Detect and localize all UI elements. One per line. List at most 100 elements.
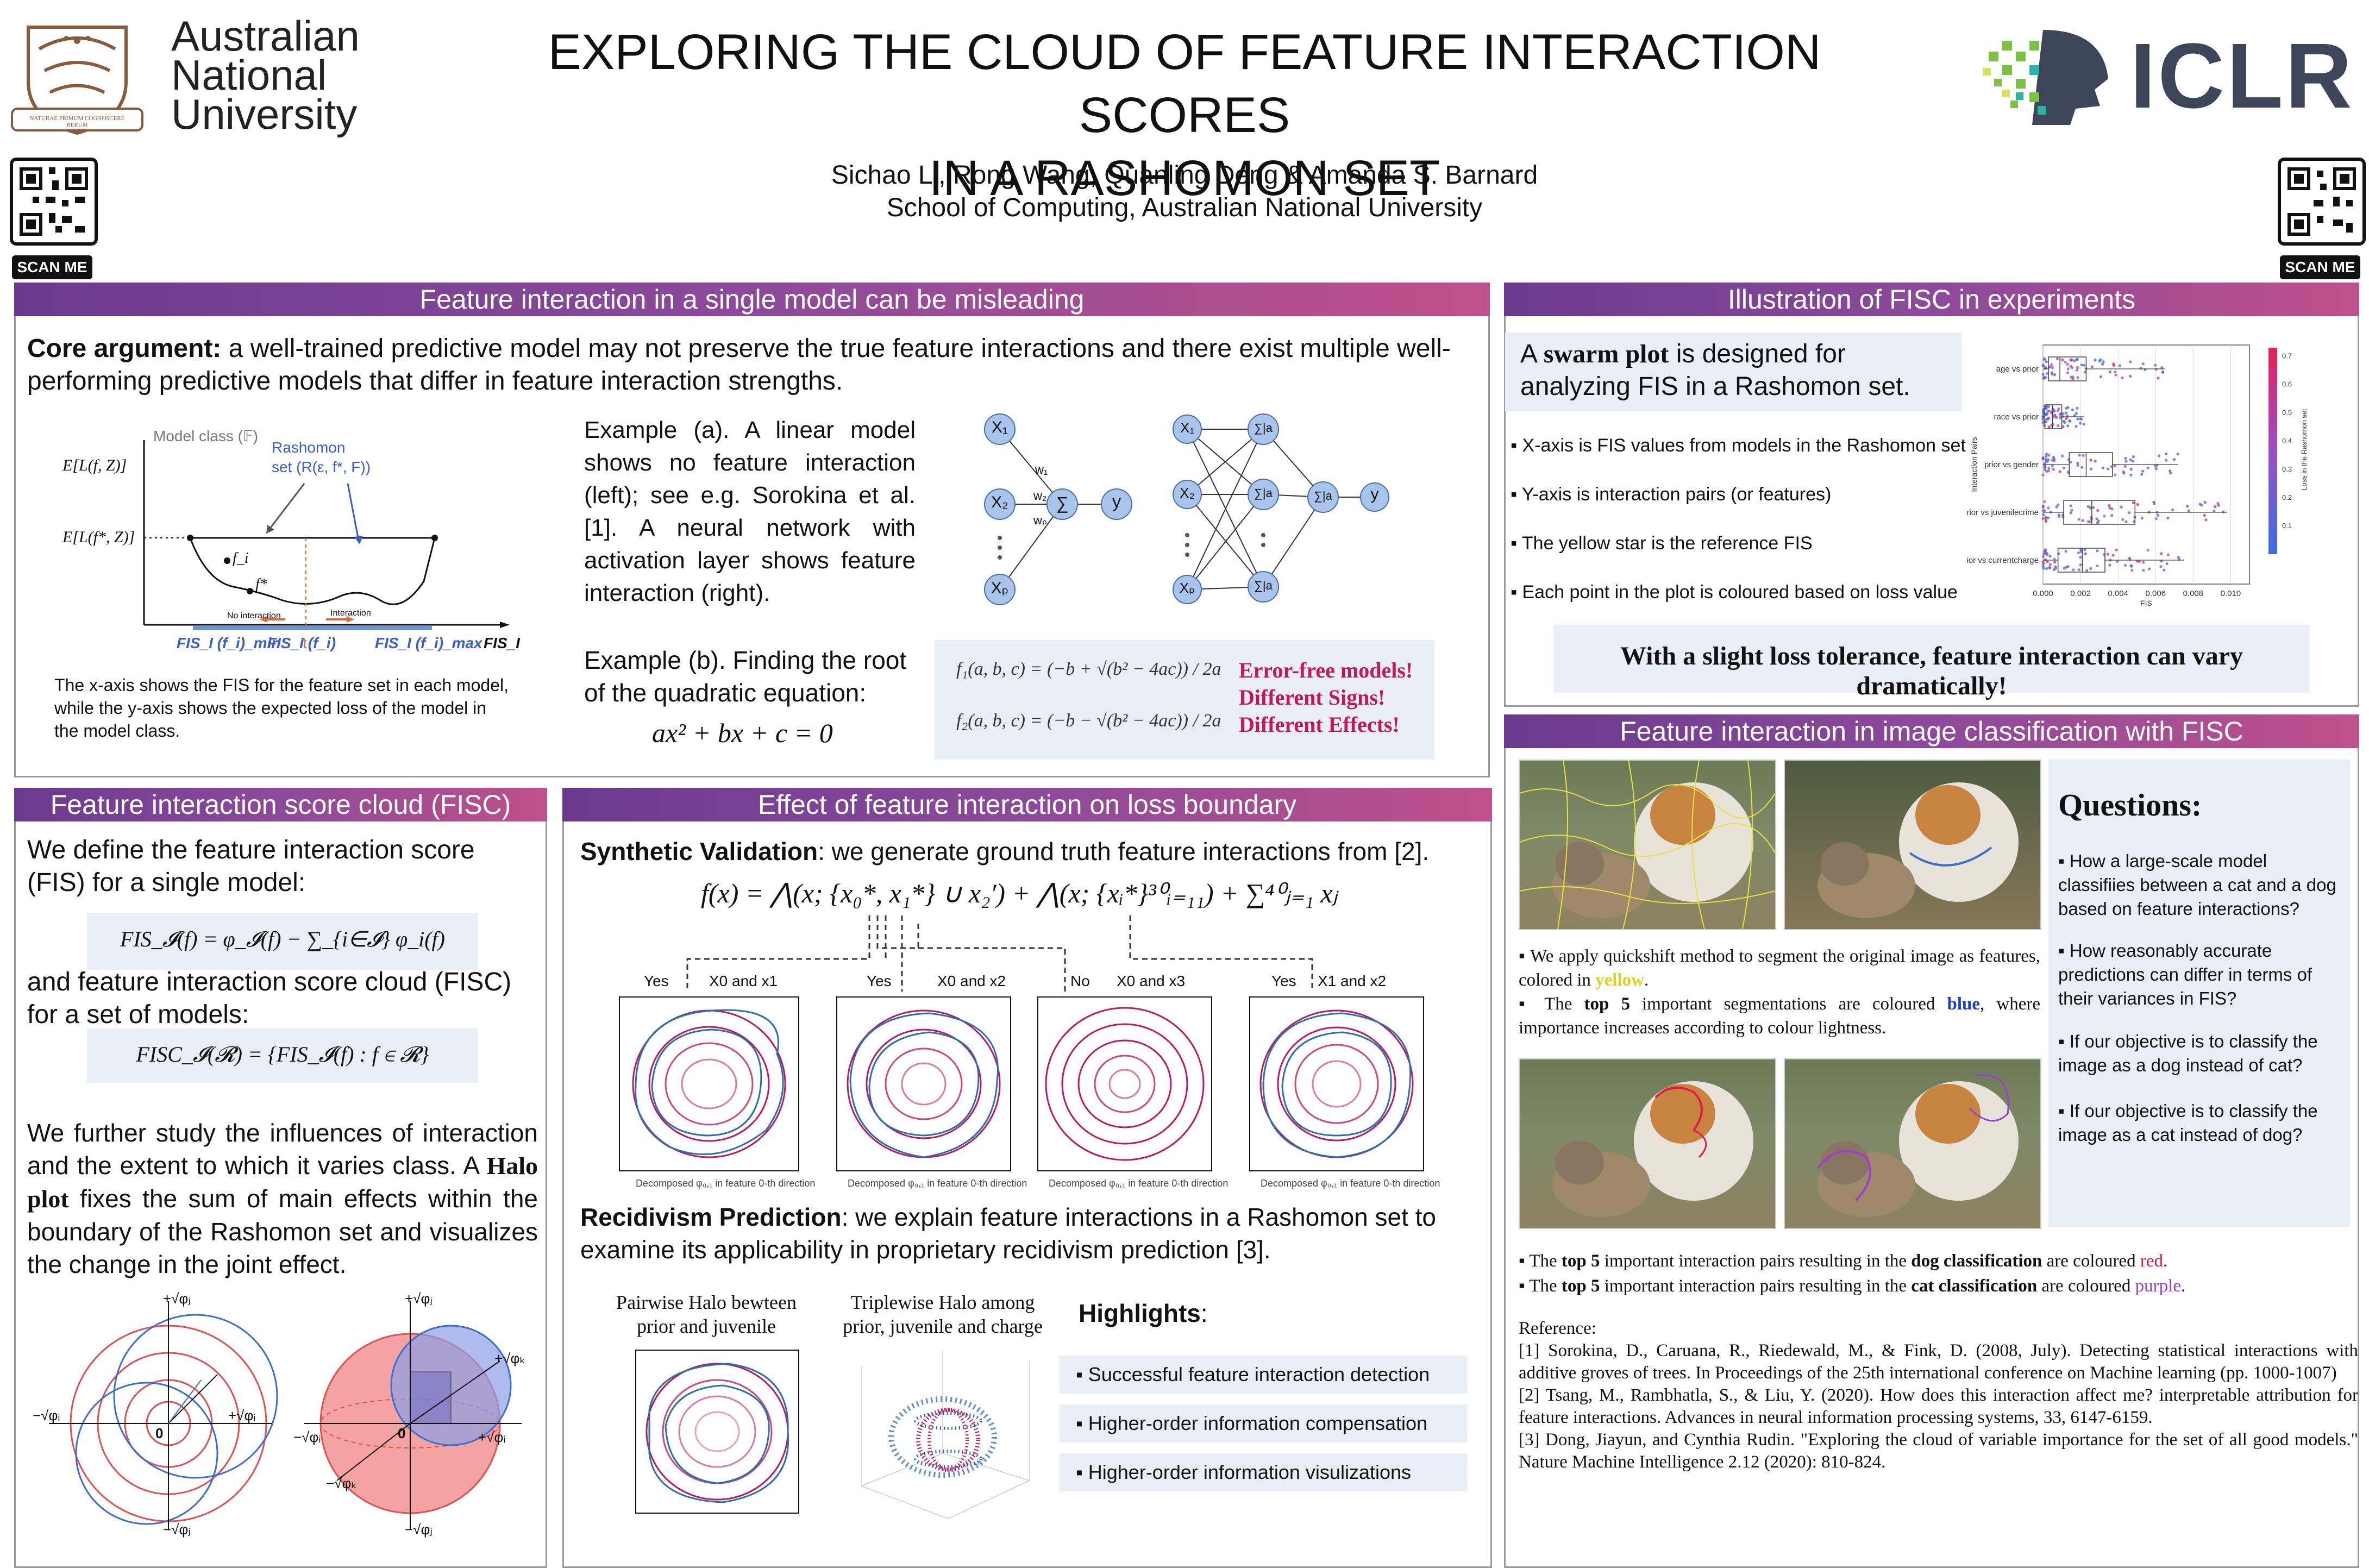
nn-hidden-2: ∑|a — [1254, 486, 1273, 500]
node-x1: X₁ — [991, 418, 1008, 436]
section-title-fisc: Feature interaction score cloud (FISC) — [14, 788, 547, 821]
title-line2: IN A RASHOMON SET — [929, 150, 1440, 206]
formula-bracket-lines — [685, 915, 1337, 997]
swarm-point — [2147, 567, 2151, 570]
qr-code-left[interactable] — [10, 158, 98, 246]
swarm-point — [2108, 370, 2111, 374]
swarm-point — [2080, 466, 2084, 469]
linear-model-diagram: X₁ X₂ Xₚ ∑ y w₁ w₂ wₚ — [973, 402, 1157, 609]
halo-phi-j-pos: +√φⱼ — [163, 1290, 191, 1307]
swarm-point — [2081, 519, 2084, 522]
swarm-point — [2044, 517, 2047, 520]
reference-item: [2] Tsang, M., Rambhatla, S., & Liu, Y. … — [1519, 1385, 2358, 1427]
swarm-point — [2079, 422, 2082, 425]
swarm-point — [2154, 363, 2157, 367]
swarm-point — [2061, 425, 2065, 428]
conclusion-text: With a slight loss tolerance, feature in… — [1620, 642, 2243, 700]
swarm-point — [2164, 459, 2168, 462]
x-tick-label: 0.004 — [2108, 589, 2128, 598]
swarm-point — [2047, 506, 2050, 510]
swarm-point — [2047, 454, 2051, 457]
swarm-intro-bold: swarm plot — [1543, 340, 1669, 368]
swarm-point — [2094, 460, 2097, 463]
swarm-point — [2056, 409, 2060, 412]
example-b: Example (b). Finding the root of the qua… — [584, 644, 932, 709]
swarm-point — [2203, 513, 2206, 517]
nn-node-y: y — [1370, 485, 1379, 503]
swarm-point — [2086, 505, 2090, 508]
swarm-point — [2075, 412, 2078, 415]
swarm-point — [2129, 473, 2133, 477]
swarm-point — [2045, 417, 2048, 421]
example-a-text: A linear model shows no feature interact… — [584, 417, 916, 606]
swarm-point — [2047, 425, 2051, 429]
swarm-point — [2061, 412, 2065, 415]
swarm-point — [2079, 563, 2082, 567]
image-bullet: ▪ We apply quickshift method to segment … — [1519, 946, 2040, 990]
colorbar-title: Loss in the Rashomon set — [2300, 409, 2308, 491]
halo3-phi-i-pos: +√φᵢ — [478, 1429, 506, 1445]
swarm-point — [2108, 563, 2111, 567]
swarm-point — [2066, 406, 2070, 409]
swarm-point — [2070, 375, 2073, 379]
synthetic-label: Synthetic Validation — [580, 837, 818, 865]
fisc-p3-a: We further study the influences of inter… — [27, 1119, 538, 1180]
swarm-point — [2044, 468, 2047, 471]
fisc-p2: and feature interaction score cloud (FIS… — [27, 968, 512, 1029]
swarm-point — [2154, 517, 2158, 520]
swarm-point — [2076, 376, 2079, 379]
swarm-point — [2115, 548, 2118, 551]
swarm-point — [2130, 565, 2133, 568]
poster-title: EXPLORING THE CLOUD OF FEATURE INTERACTI… — [478, 21, 1891, 210]
swarm-point — [2048, 555, 2052, 558]
halo-2d-diagram: +√φⱼ −√φⱼ +√φᵢ −√φᵢ 0 — [33, 1290, 283, 1540]
swarm-point — [2066, 367, 2070, 371]
swarm-point — [2076, 406, 2079, 410]
authors: Sichao Li, Rong Wang, Quanling Deng & Am… — [831, 161, 1538, 190]
qr-code-right[interactable] — [2278, 158, 2366, 246]
fi-label: f_i — [233, 550, 249, 567]
scan-me-right: SCAN ME — [2280, 255, 2360, 279]
weight-wp: wₚ — [1033, 513, 1048, 527]
fis-equation: FIS_𝓘(f) = φ_𝓘(f) − ∑_{i∈𝓘} φ_i(f) — [120, 927, 445, 951]
affiliation: School of Computing, Australian National… — [886, 193, 1483, 222]
swarm-point — [2130, 568, 2134, 572]
y-tick-label: age vs prior — [1996, 365, 2039, 374]
swarm-point — [2096, 564, 2099, 568]
swarm-point — [2042, 358, 2046, 361]
highlight-item: ▪ Higher-order information visulizations — [1060, 1453, 1467, 1491]
swarm-point — [2153, 502, 2156, 505]
swarm-point — [2123, 465, 2127, 468]
pairwise-halo-plot — [625, 1345, 810, 1529]
swarm-point — [2072, 359, 2076, 362]
swarm-point — [2114, 473, 2117, 476]
swarm-point — [2110, 507, 2114, 511]
section-title-fisc-illustration: Illustration of FISC in experiments — [1504, 283, 2359, 316]
x-tick-label: 0.002 — [2070, 589, 2091, 598]
colorbar-tick-label: 0.6 — [2282, 380, 2292, 388]
section-title-loss-boundary: Effect of feature interaction on loss bo… — [562, 788, 1492, 821]
swarm-point — [2124, 564, 2127, 567]
swarm-point — [2161, 371, 2165, 374]
x-tick-label: 0.008 — [2183, 589, 2204, 598]
swarm-point — [2160, 366, 2164, 369]
swarm-intro-1: A — [1520, 340, 1544, 368]
colorbar — [2268, 348, 2277, 554]
swarm-point — [2069, 511, 2072, 515]
swarm-point — [2121, 518, 2124, 521]
top-segments-image — [1784, 760, 2041, 930]
swarm-point — [2047, 458, 2050, 461]
swarm-point — [2154, 467, 2158, 471]
iclr-wordmark: ICLR — [2130, 24, 2354, 128]
note-different-effects: Different Effects! — [1239, 712, 1400, 737]
fisc-p3-bold: Halo plot — [27, 1152, 538, 1213]
y-tick-label: prior vs gender — [1984, 460, 2039, 469]
y-axis-title: Interaction Pairs — [1970, 437, 1978, 492]
swarm-intro-2: is designed for analyzing FIS in a Rasho… — [1520, 340, 1910, 401]
fisc-p3-b: fixes the sum of main effects within the… — [27, 1184, 538, 1278]
qr-icon — [2287, 167, 2356, 236]
highlights-colon: : — [1200, 1299, 1208, 1327]
swarm-point — [2141, 561, 2145, 564]
swarm-point — [2042, 365, 2045, 368]
swarm-point — [2165, 562, 2169, 566]
